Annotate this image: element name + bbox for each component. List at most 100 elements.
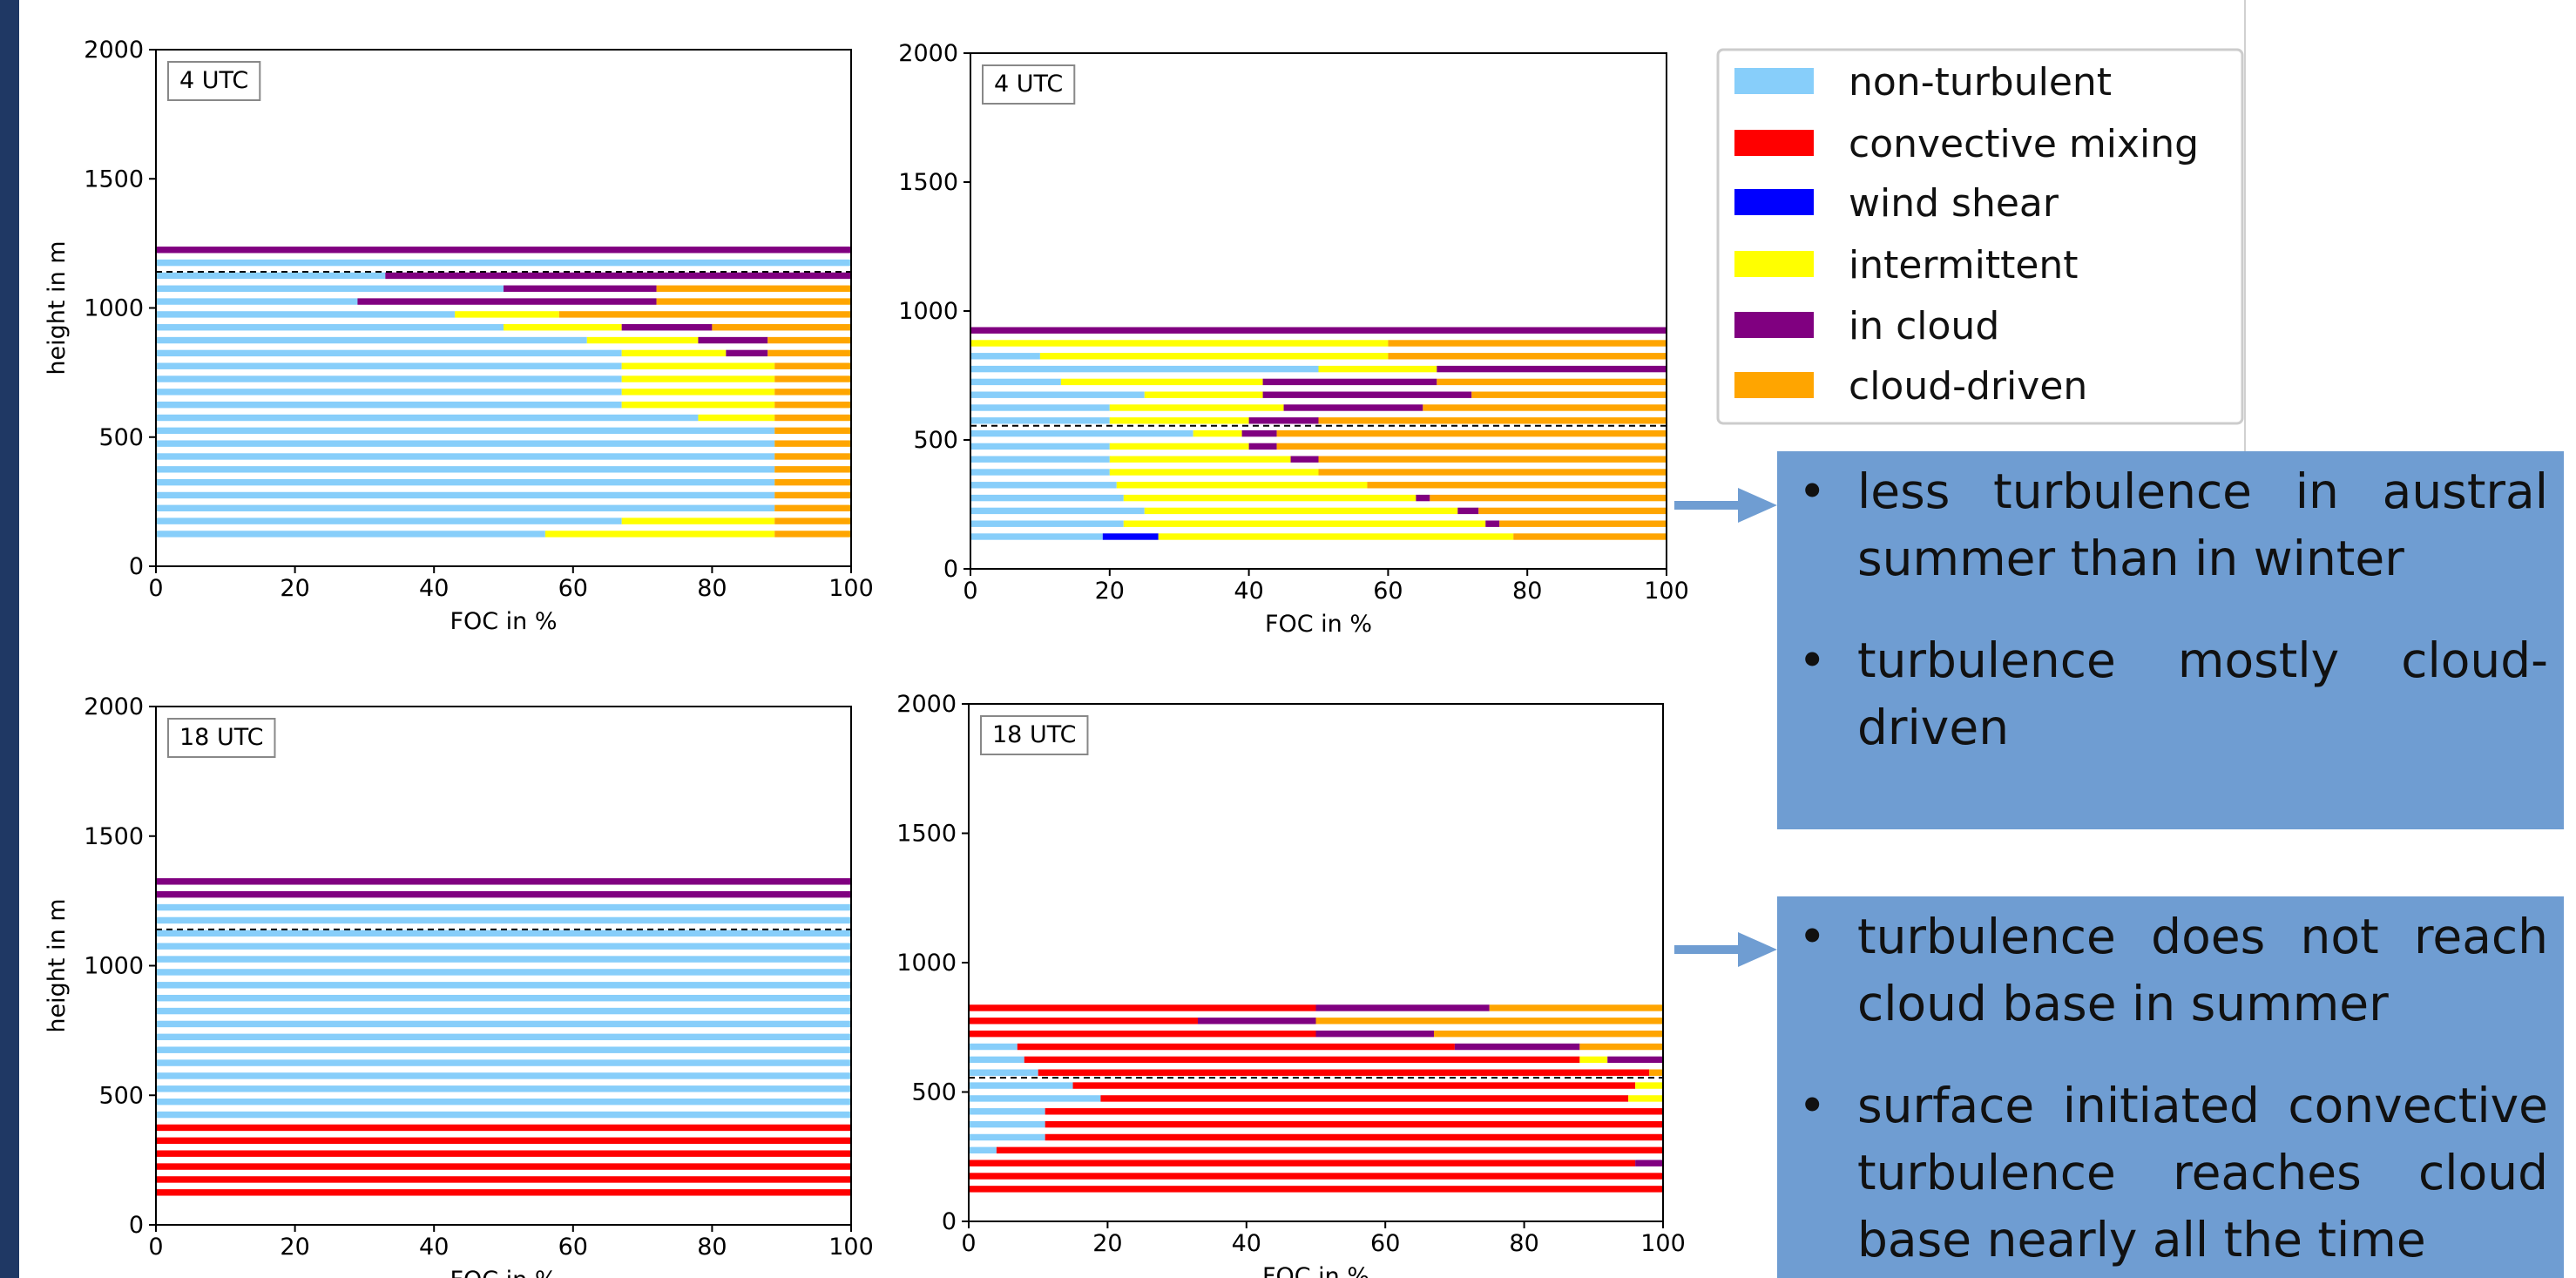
- bar-segment: [774, 504, 851, 511]
- bar-segment: [1457, 507, 1479, 515]
- bar-segment: [156, 916, 851, 924]
- y-tick-label: 0: [129, 1212, 144, 1239]
- bar-segment: [156, 1059, 851, 1066]
- x-tick-label: 20: [280, 575, 309, 602]
- bar-segment: [504, 324, 622, 331]
- y-tick-label: 2000: [84, 693, 144, 720]
- chart-title: 18 UTC: [992, 721, 1076, 748]
- bar-segment: [156, 453, 775, 460]
- bar-segment: [969, 1004, 1316, 1011]
- bar-segment: [156, 1033, 851, 1041]
- bar-segment: [969, 1120, 1045, 1128]
- bar-segment: [774, 440, 851, 447]
- x-axis-label: FOC in %: [1262, 1263, 1369, 1278]
- plot-frame: [155, 706, 852, 1226]
- bar-segment: [970, 482, 1117, 489]
- bar-segment: [969, 1018, 1199, 1024]
- bar-segment: [969, 1108, 1045, 1115]
- bar-segment: [156, 890, 851, 898]
- bar-segment: [970, 443, 1110, 450]
- bar-segment: [996, 1146, 1663, 1154]
- y-tick-label: 500: [98, 424, 144, 451]
- bar-segment: [1045, 1120, 1663, 1128]
- legend-swatch: [1734, 189, 1814, 215]
- bar-segment: [156, 389, 622, 396]
- title-box: [982, 64, 1076, 105]
- bar-segment: [656, 298, 851, 305]
- bar-segment: [156, 969, 851, 976]
- bar-segment: [774, 517, 851, 524]
- bar-segment: [156, 1111, 851, 1119]
- bar-segment: [1433, 1030, 1663, 1038]
- bar-segment: [970, 404, 1110, 411]
- bar-segment: [1635, 1082, 1663, 1089]
- bar-segment: [970, 469, 1110, 476]
- bar-segment: [1123, 494, 1416, 502]
- bar-segment: [1116, 482, 1368, 489]
- bar-segment: [774, 389, 851, 396]
- bar-segment: [767, 336, 851, 344]
- x-tick-label: 60: [1373, 578, 1403, 605]
- bar-segment: [156, 414, 699, 422]
- bar-segment: [774, 478, 851, 486]
- bar-segment: [156, 362, 622, 369]
- text-box: turbulence does not reach cloud base in …: [1777, 896, 2564, 1278]
- bar-segment: [156, 491, 775, 499]
- bar-segment: [1123, 520, 1486, 527]
- bar-segment: [156, 1098, 851, 1106]
- bar-segment: [1109, 456, 1291, 463]
- bar-segment: [1100, 1095, 1629, 1102]
- bar-segment: [969, 1056, 1024, 1064]
- bar-segment: [1283, 404, 1423, 411]
- bar-segment: [1109, 469, 1319, 476]
- bar-segment: [970, 378, 1061, 386]
- x-tick-label: 80: [697, 1234, 727, 1261]
- x-tick-label: 100: [828, 1234, 874, 1261]
- bar-segment: [156, 930, 851, 937]
- bar-segment: [156, 336, 587, 344]
- y-tick-label: 1000: [896, 950, 957, 977]
- bar-segment: [1579, 1056, 1608, 1064]
- x-tick-label: 60: [558, 1234, 588, 1261]
- legend-swatch: [1734, 130, 1814, 156]
- bar-segment: [970, 429, 1193, 437]
- bar-segment: [156, 956, 851, 963]
- bar-segment: [156, 1176, 851, 1183]
- y-tick-label: 2000: [84, 37, 144, 64]
- x-tick-label: 80: [1509, 1230, 1538, 1257]
- bar-segment: [1198, 1018, 1316, 1024]
- bullet: surface initiated convective turbulence …: [1798, 1072, 2548, 1274]
- y-tick-label: 2000: [896, 691, 957, 718]
- bar-segment: [970, 391, 1145, 398]
- bar-segment: [586, 336, 699, 344]
- bar-segment: [1315, 1030, 1434, 1038]
- bar-segment: [774, 531, 851, 538]
- bar-segment: [774, 466, 851, 473]
- y-tick-label: 1000: [84, 953, 144, 980]
- bar-segment: [1038, 1069, 1650, 1076]
- bar-segment: [156, 878, 851, 885]
- bar-segment: [156, 349, 622, 357]
- y-tick-label: 1000: [898, 298, 958, 325]
- bar-segment: [970, 533, 1103, 540]
- bar-segment: [156, 401, 622, 409]
- bar-segment: [1262, 391, 1472, 398]
- legend-label: cloud-driven: [1849, 364, 2087, 409]
- bar-segment: [1499, 520, 1667, 527]
- x-tick-label: 100: [1640, 1230, 1686, 1257]
- x-axis-label: FOC in %: [1265, 611, 1372, 638]
- title-box: [167, 718, 276, 758]
- bar-segment: [1513, 533, 1667, 540]
- bar-segment: [767, 349, 851, 357]
- bar-segment: [1607, 1056, 1663, 1064]
- x-tick-label: 100: [1644, 578, 1689, 605]
- bar-segment: [1144, 391, 1263, 398]
- x-axis-label: FOC in %: [450, 1267, 557, 1278]
- bullet: turbulence does not reach cloud base in …: [1798, 903, 2548, 1038]
- bar-segment: [1416, 494, 1430, 502]
- bar-segment: [156, 1150, 851, 1157]
- bar-segment: [1248, 417, 1319, 424]
- bar-segment: [1241, 429, 1277, 437]
- y-axis-label: height in m: [44, 898, 71, 1032]
